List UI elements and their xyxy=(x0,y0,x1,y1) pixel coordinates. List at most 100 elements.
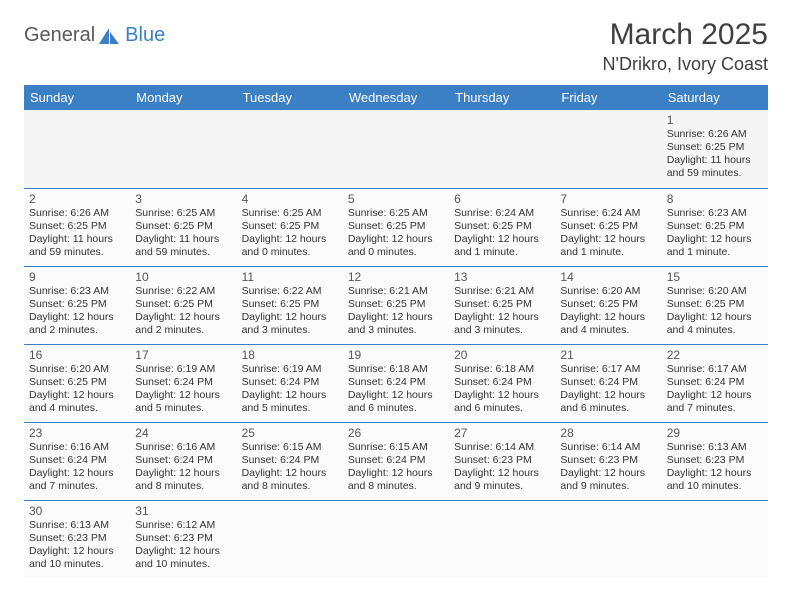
sunset-text: Sunset: 6:25 PM xyxy=(560,220,656,233)
calendar-cell: 1Sunrise: 6:26 AMSunset: 6:25 PMDaylight… xyxy=(662,110,768,188)
sunset-text: Sunset: 6:25 PM xyxy=(29,220,125,233)
sunset-text: Sunset: 6:25 PM xyxy=(454,220,550,233)
sunset-text: Sunset: 6:25 PM xyxy=(242,298,338,311)
day-number: 17 xyxy=(135,348,231,362)
sunrise-text: Sunrise: 6:17 AM xyxy=(667,363,763,376)
daylight-text: Daylight: 12 hours and 4 minutes. xyxy=(29,389,125,415)
sunset-text: Sunset: 6:25 PM xyxy=(348,298,444,311)
calendar-cell xyxy=(343,110,449,188)
calendar-cell: 27Sunrise: 6:14 AMSunset: 6:23 PMDayligh… xyxy=(449,422,555,500)
calendar-cell: 12Sunrise: 6:21 AMSunset: 6:25 PMDayligh… xyxy=(343,266,449,344)
sunrise-text: Sunrise: 6:26 AM xyxy=(29,207,125,220)
sunrise-text: Sunrise: 6:21 AM xyxy=(348,285,444,298)
calendar-cell: 5Sunrise: 6:25 AMSunset: 6:25 PMDaylight… xyxy=(343,188,449,266)
sunrise-text: Sunrise: 6:18 AM xyxy=(454,363,550,376)
calendar-row: 1Sunrise: 6:26 AMSunset: 6:25 PMDaylight… xyxy=(24,110,768,188)
calendar-row: 16Sunrise: 6:20 AMSunset: 6:25 PMDayligh… xyxy=(24,344,768,422)
daylight-text: Daylight: 12 hours and 1 minute. xyxy=(667,233,763,259)
calendar-cell: 30Sunrise: 6:13 AMSunset: 6:23 PMDayligh… xyxy=(24,500,130,578)
calendar-cell: 23Sunrise: 6:16 AMSunset: 6:24 PMDayligh… xyxy=(24,422,130,500)
daylight-text: Daylight: 12 hours and 2 minutes. xyxy=(29,311,125,337)
sunrise-text: Sunrise: 6:24 AM xyxy=(454,207,550,220)
sunset-text: Sunset: 6:23 PM xyxy=(29,532,125,545)
day-number: 20 xyxy=(454,348,550,362)
sunrise-text: Sunrise: 6:23 AM xyxy=(29,285,125,298)
calendar-cell: 13Sunrise: 6:21 AMSunset: 6:25 PMDayligh… xyxy=(449,266,555,344)
day-header: Tuesday xyxy=(237,85,343,110)
day-number: 3 xyxy=(135,192,231,206)
sunrise-text: Sunrise: 6:19 AM xyxy=(135,363,231,376)
sunset-text: Sunset: 6:24 PM xyxy=(667,376,763,389)
calendar-row: 23Sunrise: 6:16 AMSunset: 6:24 PMDayligh… xyxy=(24,422,768,500)
brand-logo: General Blue xyxy=(24,24,165,47)
sunset-text: Sunset: 6:24 PM xyxy=(454,376,550,389)
brand-part1: General xyxy=(24,24,95,47)
daylight-text: Daylight: 12 hours and 7 minutes. xyxy=(29,467,125,493)
calendar-cell xyxy=(449,500,555,578)
daylight-text: Daylight: 12 hours and 7 minutes. xyxy=(667,389,763,415)
calendar-cell xyxy=(237,110,343,188)
day-header-row: Sunday Monday Tuesday Wednesday Thursday… xyxy=(24,85,768,110)
day-number: 16 xyxy=(29,348,125,362)
day-number: 23 xyxy=(29,426,125,440)
sunrise-text: Sunrise: 6:22 AM xyxy=(242,285,338,298)
sail-icon xyxy=(99,28,121,44)
daylight-text: Daylight: 12 hours and 0 minutes. xyxy=(348,233,444,259)
sunrise-text: Sunrise: 6:20 AM xyxy=(29,363,125,376)
day-number: 2 xyxy=(29,192,125,206)
daylight-text: Daylight: 12 hours and 5 minutes. xyxy=(242,389,338,415)
calendar-cell: 6Sunrise: 6:24 AMSunset: 6:25 PMDaylight… xyxy=(449,188,555,266)
sunrise-text: Sunrise: 6:23 AM xyxy=(667,207,763,220)
day-number: 7 xyxy=(560,192,656,206)
calendar-row: 9Sunrise: 6:23 AMSunset: 6:25 PMDaylight… xyxy=(24,266,768,344)
day-number: 25 xyxy=(242,426,338,440)
calendar-cell: 21Sunrise: 6:17 AMSunset: 6:24 PMDayligh… xyxy=(555,344,661,422)
daylight-text: Daylight: 11 hours and 59 minutes. xyxy=(667,154,763,180)
sunset-text: Sunset: 6:25 PM xyxy=(667,141,763,154)
calendar-body: 1Sunrise: 6:26 AMSunset: 6:25 PMDaylight… xyxy=(24,110,768,578)
calendar-cell: 31Sunrise: 6:12 AMSunset: 6:23 PMDayligh… xyxy=(130,500,236,578)
calendar-cell: 8Sunrise: 6:23 AMSunset: 6:25 PMDaylight… xyxy=(662,188,768,266)
calendar-cell xyxy=(555,110,661,188)
day-number: 11 xyxy=(242,270,338,284)
calendar-cell: 17Sunrise: 6:19 AMSunset: 6:24 PMDayligh… xyxy=(130,344,236,422)
calendar-cell xyxy=(555,500,661,578)
day-number: 8 xyxy=(667,192,763,206)
sunrise-text: Sunrise: 6:14 AM xyxy=(454,441,550,454)
calendar-cell: 16Sunrise: 6:20 AMSunset: 6:25 PMDayligh… xyxy=(24,344,130,422)
day-number: 15 xyxy=(667,270,763,284)
daylight-text: Daylight: 12 hours and 10 minutes. xyxy=(667,467,763,493)
sunrise-text: Sunrise: 6:25 AM xyxy=(242,207,338,220)
sunset-text: Sunset: 6:24 PM xyxy=(348,376,444,389)
calendar-row: 30Sunrise: 6:13 AMSunset: 6:23 PMDayligh… xyxy=(24,500,768,578)
calendar-cell: 10Sunrise: 6:22 AMSunset: 6:25 PMDayligh… xyxy=(130,266,236,344)
sunrise-text: Sunrise: 6:16 AM xyxy=(29,441,125,454)
sunrise-text: Sunrise: 6:18 AM xyxy=(348,363,444,376)
sunrise-text: Sunrise: 6:26 AM xyxy=(667,128,763,141)
daylight-text: Daylight: 12 hours and 4 minutes. xyxy=(560,311,656,337)
sunrise-text: Sunrise: 6:12 AM xyxy=(135,519,231,532)
sunrise-text: Sunrise: 6:21 AM xyxy=(454,285,550,298)
sunset-text: Sunset: 6:24 PM xyxy=(242,376,338,389)
calendar-cell: 24Sunrise: 6:16 AMSunset: 6:24 PMDayligh… xyxy=(130,422,236,500)
daylight-text: Daylight: 11 hours and 59 minutes. xyxy=(29,233,125,259)
calendar-row: 2Sunrise: 6:26 AMSunset: 6:25 PMDaylight… xyxy=(24,188,768,266)
calendar-cell: 7Sunrise: 6:24 AMSunset: 6:25 PMDaylight… xyxy=(555,188,661,266)
sunset-text: Sunset: 6:25 PM xyxy=(242,220,338,233)
sunset-text: Sunset: 6:24 PM xyxy=(242,454,338,467)
daylight-text: Daylight: 12 hours and 2 minutes. xyxy=(135,311,231,337)
day-number: 26 xyxy=(348,426,444,440)
calendar-cell: 2Sunrise: 6:26 AMSunset: 6:25 PMDaylight… xyxy=(24,188,130,266)
calendar-cell xyxy=(449,110,555,188)
calendar-cell: 22Sunrise: 6:17 AMSunset: 6:24 PMDayligh… xyxy=(662,344,768,422)
day-number: 10 xyxy=(135,270,231,284)
daylight-text: Daylight: 12 hours and 3 minutes. xyxy=(242,311,338,337)
calendar-cell: 20Sunrise: 6:18 AMSunset: 6:24 PMDayligh… xyxy=(449,344,555,422)
sunrise-text: Sunrise: 6:13 AM xyxy=(29,519,125,532)
daylight-text: Daylight: 12 hours and 8 minutes. xyxy=(135,467,231,493)
calendar-cell: 26Sunrise: 6:15 AMSunset: 6:24 PMDayligh… xyxy=(343,422,449,500)
sunrise-text: Sunrise: 6:20 AM xyxy=(667,285,763,298)
daylight-text: Daylight: 12 hours and 9 minutes. xyxy=(454,467,550,493)
daylight-text: Daylight: 12 hours and 3 minutes. xyxy=(348,311,444,337)
sunset-text: Sunset: 6:24 PM xyxy=(29,454,125,467)
